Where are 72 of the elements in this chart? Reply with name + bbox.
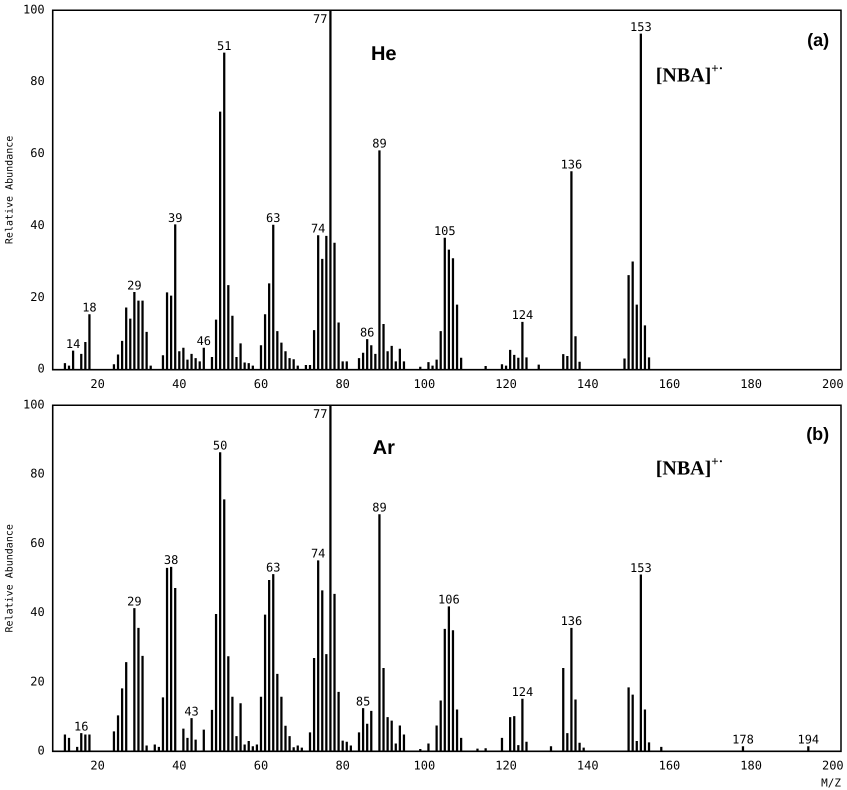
x-tick-label: 120: [495, 758, 517, 773]
annotation: 74: [310, 546, 326, 561]
annotation: 77: [312, 407, 328, 422]
y-axis-title: Relative Abundance: [4, 136, 16, 244]
annotation: 46: [196, 334, 212, 348]
x-tick-label: 20: [90, 758, 105, 773]
annotation: [NBA]+·: [656, 60, 724, 87]
x-tick-label: 140: [576, 758, 599, 773]
x-tick-label: 120: [495, 376, 517, 391]
annotation: 153: [630, 560, 652, 575]
annotation: He: [370, 43, 397, 66]
y-tick-label: 0: [37, 744, 45, 758]
x-tick-label: 100: [414, 758, 436, 773]
y-tick-label: 40: [30, 218, 45, 232]
annotation: 43: [184, 704, 199, 719]
y-tick-label: 100: [22, 2, 45, 16]
annotation: 124: [512, 308, 534, 322]
annotation: 51: [217, 38, 232, 53]
annotation: Ar: [372, 436, 396, 459]
annotation: 63: [266, 211, 280, 226]
x-tick-label: 60: [254, 758, 268, 773]
x-tick-label: 80: [335, 758, 350, 773]
annotation: 16: [74, 719, 88, 734]
annotation: 89: [372, 136, 387, 151]
y-tick-label: 60: [30, 536, 45, 550]
annotation: (a): [807, 30, 830, 50]
annotation: 178: [732, 732, 754, 747]
x-tick-label: 200: [822, 376, 844, 391]
annotation: 77: [312, 12, 328, 26]
annotation: 136: [560, 614, 582, 628]
y-tick-label: 100: [22, 397, 45, 412]
x-axis-title: M/Z: [821, 776, 842, 790]
annotation: 74: [310, 222, 326, 236]
x-tick-label: 180: [740, 758, 762, 773]
annotation: 85: [356, 694, 370, 708]
y-tick-label: 60: [30, 146, 45, 160]
y-tick-label: 20: [30, 290, 45, 304]
y-tick-label: 80: [30, 74, 45, 88]
x-tick-label: 160: [658, 376, 680, 391]
y-tick-label: 20: [30, 674, 45, 688]
annotation: (b): [806, 424, 830, 444]
y-tick-label: 40: [30, 605, 45, 620]
x-tick-label: 40: [172, 376, 187, 391]
annotation: 105: [434, 224, 456, 238]
y-tick-label: 80: [30, 466, 45, 481]
y-axis-title: Relative Abundance: [4, 524, 16, 632]
annotation: 124: [512, 685, 534, 700]
x-tick-label: 200: [822, 758, 844, 773]
annotation: [NBA]+·: [656, 454, 724, 480]
x-tick-label: 180: [740, 376, 762, 391]
x-tick-label: 40: [172, 758, 187, 773]
annotation: 106: [438, 592, 460, 607]
annotation: 50: [212, 438, 228, 453]
annotation: 38: [164, 553, 178, 568]
x-tick-label: 60: [254, 376, 268, 391]
annotation: 153: [630, 20, 652, 34]
annotation: 136: [560, 158, 582, 172]
x-tick-label: 100: [414, 376, 436, 391]
annotation: 29: [127, 594, 142, 608]
x-tick-label: 160: [658, 758, 680, 773]
annotation: 89: [372, 500, 387, 515]
annotation: 194: [797, 732, 820, 747]
annotation: 63: [266, 560, 280, 574]
x-tick-label: 80: [335, 376, 350, 391]
annotation: 29: [127, 278, 142, 292]
annotation: 14: [66, 336, 80, 351]
annotation: 18: [82, 300, 97, 315]
annotation: 86: [360, 325, 374, 340]
annotation: 39: [168, 210, 182, 225]
x-tick-label: 20: [90, 376, 105, 391]
y-tick-label: 0: [37, 362, 45, 376]
x-tick-label: 140: [576, 376, 599, 391]
